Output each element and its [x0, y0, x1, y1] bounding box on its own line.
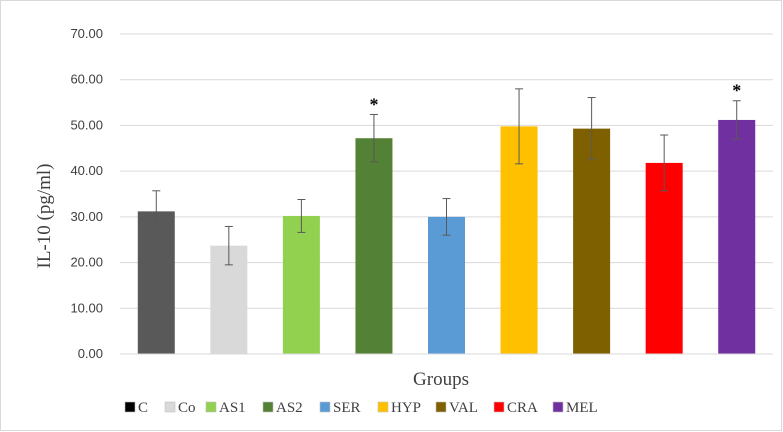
y-tick-label: 10.00 [70, 300, 103, 315]
y-tick-label: 70.00 [70, 26, 103, 41]
legend-item-ser: SER [319, 400, 361, 416]
legend-swatch [124, 401, 136, 413]
legend-item-mel: MEL [552, 400, 598, 416]
legend-label: HYP [391, 400, 421, 416]
error-bar [369, 113, 378, 163]
legend-label: SER [333, 400, 361, 416]
y-tick-label: 30.00 [70, 209, 103, 224]
legend-item-cra: CRA [493, 400, 538, 416]
legend-label: AS1 [219, 400, 246, 416]
y-tick-label: 0.00 [78, 346, 103, 361]
legend-item-val: VAL [435, 400, 478, 416]
error-bars [152, 88, 741, 266]
y-axis-ticks: 0.00 10.00 20.00 30.00 40.00 50.00 60.00 70.00 [70, 26, 103, 361]
error-bar [297, 198, 306, 233]
legend-swatch [164, 401, 176, 413]
legend-swatch [493, 401, 505, 413]
legend-swatch [435, 401, 447, 413]
error-bar [224, 225, 233, 266]
bar-c [137, 211, 175, 354]
legend-item-co: Co [164, 400, 196, 416]
error-bar [660, 134, 669, 192]
bar-cra [645, 162, 683, 354]
legend-swatch [319, 401, 331, 413]
legend-label: Co [178, 400, 196, 416]
legend-label: AS2 [276, 400, 303, 416]
bars [120, 119, 773, 355]
legend-item-as2: AS2 [262, 400, 303, 416]
error-bar [732, 100, 741, 140]
bar-val [573, 128, 611, 354]
bar-mel [718, 119, 756, 354]
legend-swatch [377, 401, 389, 413]
legend-label: CRA [507, 400, 538, 416]
y-tick-label: 20.00 [70, 255, 103, 270]
legend-item-c: C [124, 400, 148, 416]
legend-swatch [205, 401, 217, 413]
significance-marks: ** [369, 81, 741, 115]
legend-label: MEL [566, 400, 598, 416]
error-bar [515, 88, 524, 165]
legend-label: VAL [449, 400, 478, 416]
error-bar [442, 198, 451, 236]
y-tick-label: 50.00 [70, 117, 103, 132]
bar-as1 [282, 215, 320, 354]
legend: C Co AS1 AS2 SER HYP VAL CRA MEL [124, 400, 598, 416]
error-bar [587, 97, 596, 161]
error-bar [152, 190, 161, 233]
y-axis-title: IL-10 (pg/ml) [34, 163, 55, 268]
y-tick-label: 40.00 [70, 163, 103, 178]
legend-swatch [262, 401, 274, 413]
bar-ser [428, 216, 465, 354]
bar-as2 [355, 138, 393, 354]
significance-asterisk: * [732, 81, 741, 101]
legend-item-as1: AS1 [205, 400, 246, 416]
significance-asterisk: * [369, 94, 378, 114]
legend-item-hyp: HYP [377, 400, 421, 416]
legend-label: C [138, 400, 148, 416]
y-tick-label: 60.00 [70, 72, 103, 87]
legend-swatch [552, 401, 564, 413]
x-axis-title: Groups [413, 369, 469, 390]
